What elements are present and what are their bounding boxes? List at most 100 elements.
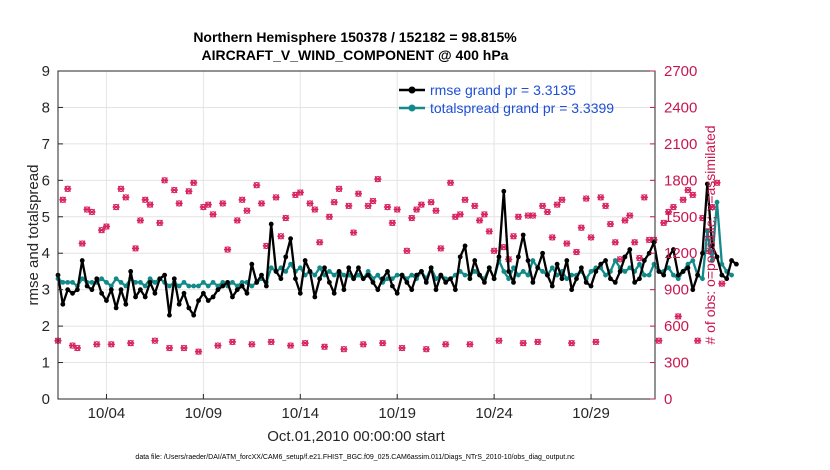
spread-point — [515, 272, 521, 278]
y-right-tick-label: 1200 — [664, 245, 697, 262]
rmse-point — [641, 258, 647, 263]
obs-assimilated-point — [296, 189, 304, 196]
spread-point — [666, 265, 671, 271]
obs-assimilated-point — [131, 245, 140, 252]
obs-assimilated-point — [553, 201, 561, 208]
obs-assimilated-point — [509, 232, 518, 240]
obs-assimilated-point — [519, 339, 527, 347]
rmse-point — [389, 283, 395, 289]
obs-assimilated-point — [214, 342, 222, 349]
obs-assimilated-point — [316, 239, 324, 246]
spread-point — [729, 272, 734, 278]
y-right-tick-label: 2100 — [664, 136, 697, 153]
rmse-point — [385, 269, 390, 274]
spread-point — [671, 272, 676, 278]
obs-assimilated-point — [601, 202, 610, 210]
spread-point — [341, 272, 347, 278]
rmse-point — [404, 279, 410, 285]
spread-point — [394, 272, 400, 278]
spread-point — [230, 279, 235, 285]
spread-point — [603, 272, 608, 278]
spread-point — [142, 283, 148, 289]
spread-point — [176, 283, 182, 289]
obs-assimilated-point — [146, 201, 154, 208]
rmse-point — [419, 269, 424, 274]
rmse-point — [501, 188, 507, 194]
y-tick-label: 6 — [42, 172, 50, 189]
obs-assimilated-point — [209, 211, 217, 218]
obs-assimilated-point — [655, 337, 663, 344]
obs-assimilated-point — [621, 217, 629, 224]
obs-assimilated-point — [437, 245, 445, 252]
rmse-point — [234, 287, 240, 293]
rmse-point — [520, 232, 526, 238]
y-tick-label: 3 — [42, 282, 50, 299]
obs-assimilated-point — [577, 224, 585, 231]
obs-assimilated-point — [626, 212, 634, 219]
rmse-point — [118, 287, 124, 293]
obs-assimilated-point — [136, 217, 144, 224]
spread-point — [356, 272, 361, 278]
chart-title-line-2: AIRCRAFT_V_WIND_COMPONENT @ 400 hPa — [202, 47, 509, 63]
rmse-point — [317, 276, 323, 282]
rmse-point — [448, 276, 453, 282]
obs-assimilated-point — [398, 344, 406, 352]
rmse-point — [99, 290, 105, 296]
rmse-point — [511, 279, 516, 285]
obs-assimilated-point — [345, 202, 353, 210]
obs-assimilated-point — [480, 211, 489, 218]
rmse-point — [288, 236, 293, 242]
x-tick-label: 10/14 — [282, 405, 320, 422]
chart-title-line-1: Northern Hemisphere 150378 / 152182 = 98… — [193, 29, 517, 45]
y-right-tick-label: 600 — [664, 318, 689, 335]
rmse-series — [55, 181, 739, 318]
spread-point — [700, 276, 705, 282]
obs-assimilated-point — [572, 248, 581, 256]
spread-point — [89, 279, 95, 285]
rmse-point — [452, 287, 458, 293]
spread-point — [530, 258, 536, 263]
rmse-point — [515, 254, 521, 260]
rmse-point — [734, 261, 739, 267]
rmse-point — [423, 279, 429, 285]
rmse-point — [152, 290, 158, 296]
rmse-point — [695, 272, 701, 278]
rmse-point — [239, 283, 245, 289]
obs-assimilated-point — [156, 219, 164, 227]
x-tick-label: 10/09 — [185, 405, 223, 422]
obs-assimilated-point — [408, 214, 416, 222]
obs-assimilated-point — [277, 232, 285, 240]
y-right-tick-label: 300 — [664, 355, 689, 372]
spread-point — [200, 279, 206, 285]
rmse-point — [293, 276, 298, 282]
rmse-point — [336, 269, 342, 274]
obs-assimilated-point — [568, 339, 576, 347]
spread-point — [113, 276, 119, 282]
rmse-point — [249, 261, 255, 267]
obs-assimilated-point — [694, 337, 702, 344]
spread-point — [118, 279, 124, 285]
obs-assimilated-point — [379, 339, 387, 347]
obs-assimilated-point — [306, 200, 314, 207]
obs-assimilated-point — [248, 341, 256, 348]
obs-assimilated-point — [117, 185, 125, 193]
spread-point — [133, 279, 138, 285]
rmse-point — [123, 301, 129, 307]
obs-assimilated-point — [340, 345, 348, 353]
rmse-point — [646, 250, 652, 256]
obs-assimilated-point — [175, 200, 183, 207]
obs-assimilated-point — [529, 212, 537, 219]
spread-point — [99, 276, 105, 282]
obs-assimilated-point — [485, 228, 493, 235]
spread-point — [234, 283, 240, 289]
rmse-point — [603, 258, 608, 263]
spread-point — [268, 265, 274, 271]
rmse-point — [569, 287, 575, 293]
rmse-point — [700, 250, 705, 256]
obs-assimilated-point — [141, 196, 149, 203]
rmse-point — [535, 265, 541, 271]
obs-assimilated-point — [185, 188, 193, 195]
spread-point — [501, 269, 507, 274]
rmse-point — [564, 258, 570, 263]
rmse-point — [142, 294, 148, 300]
